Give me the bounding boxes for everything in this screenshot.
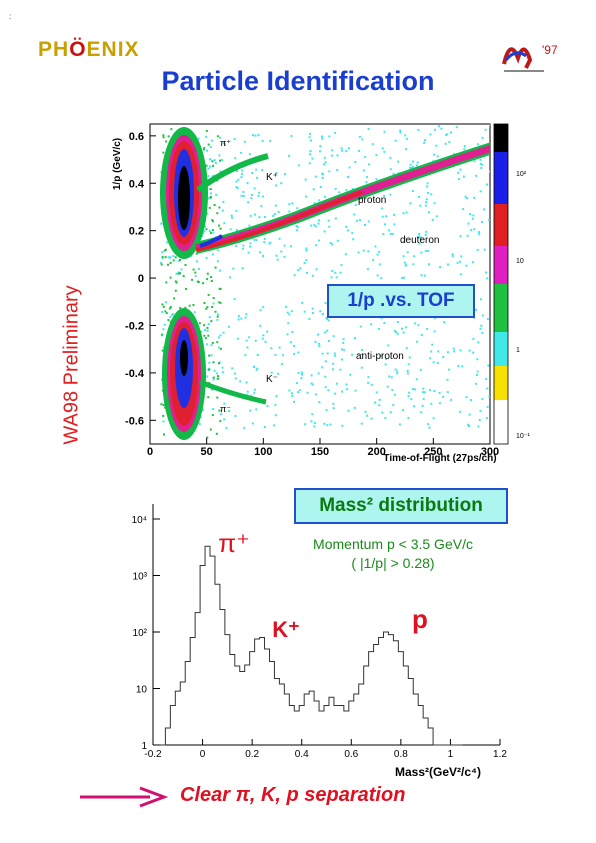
scatter-noise — [160, 124, 490, 440]
mass-squared-chart: 10⁴ 10³ 10² 10 1 -0.2 0 0.2 0.4 0.6 0.8 1 1.2 Mass²… — [132, 504, 507, 779]
x-axis-ticks: -0.2 0 0.2 0.4 0.6 0.8 1 1.2 — [144, 739, 507, 760]
annotation-k-minus: K⁻ — [266, 374, 278, 385]
x-tick-label: 300 — [481, 446, 499, 458]
x-tick-label: 0.4 — [295, 749, 309, 760]
mass-squared-histogram — [160, 545, 463, 746]
y-axis-label: 1/p (GeV/c) — [112, 138, 123, 190]
z-tick: 1 — [516, 347, 520, 354]
y-axis-ticks: 10⁴ 10³ 10² 10 1 — [132, 515, 160, 752]
y-tick-label: 10⁴ — [132, 515, 147, 526]
y-tick-label: 10 — [136, 685, 148, 696]
x-tick-label: 0.8 — [394, 749, 408, 760]
corner-mark: : — [9, 12, 12, 21]
y-axis-ticks: 0.6 0.4 0.2 0 -0.2 -0.4 -0.6 — [125, 131, 156, 427]
z-tick: 10⁻¹ — [516, 433, 530, 440]
annotation-deuteron: deuteron — [400, 235, 439, 246]
x-tick-label: 0.6 — [344, 749, 358, 760]
x-axis-ticks: 0 50 100 150 200 250 300 — [147, 438, 499, 458]
x-tick-label: 1.2 — [493, 749, 507, 760]
conclusion-text: Clear π, K, p separation — [180, 784, 406, 806]
x-tick-label: 100 — [254, 446, 272, 458]
momentum-cut-text-2: ( |1/p| > 0.28) — [351, 555, 435, 571]
y-tick-label: 0.4 — [129, 178, 145, 190]
page-title: Particle Identification — [161, 66, 435, 96]
x-tick-label: 150 — [311, 446, 329, 458]
mass-title-box: Mass² distribution — [294, 488, 508, 524]
svg-text:'97: '97 — [542, 43, 558, 57]
x-tick-label: -0.2 — [144, 749, 162, 760]
quark-matter-logo: '97 — [502, 43, 558, 72]
x-tick-label: 0 — [147, 446, 153, 458]
y-tick-label: 0.6 — [129, 131, 144, 143]
annotation-anti-proton: anti-proton — [356, 351, 404, 362]
x-axis-label: Time-of-Flight (27ps/ch) — [383, 453, 496, 464]
peak-label-pi-plus: π⁺ — [218, 528, 250, 558]
y-tick-label: 0 — [138, 273, 144, 285]
annotation-pi-plus: π⁺ — [220, 138, 231, 148]
x-tick-label: 250 — [424, 446, 442, 458]
x-tick-label: 200 — [367, 446, 385, 458]
peak-label-k-plus: K⁺ — [272, 617, 300, 642]
z-tick: 10² — [516, 171, 527, 178]
y-tick-label: 10² — [133, 628, 148, 639]
heatmap-bands — [160, 127, 490, 440]
annotation-pi-minus: π⁻ — [220, 404, 231, 414]
tof-title-box: 1/p .vs. TOF — [327, 284, 475, 318]
annotation-proton: proton — [358, 195, 386, 206]
color-scale: 10² 10 1 10⁻¹ — [493, 123, 530, 445]
phenix-logo: PHÖENIX — [38, 38, 140, 61]
x-tick-label: 1 — [448, 749, 454, 760]
y-tick-label: -0.4 — [125, 368, 145, 380]
momentum-cut-text: Momentum p < 3.5 GeV/c — [313, 536, 473, 552]
y-tick-label: -0.2 — [125, 320, 144, 332]
right-arrow-icon — [80, 786, 169, 808]
y-tick-label: 1 — [141, 741, 147, 752]
x-tick-label: 50 — [201, 446, 213, 458]
annotation-k-plus: K⁺ — [266, 172, 278, 183]
x-axis-label: Mass²(GeV²/c⁴) — [395, 765, 481, 779]
y-tick-label: 0.2 — [129, 226, 144, 238]
z-tick: 10 — [516, 258, 524, 265]
x-tick-label: 0.2 — [245, 749, 259, 760]
y-tick-label: -0.6 — [125, 415, 144, 427]
tof-heatmap-chart: 0 50 100 150 200 250 300 0.6 0.4 0.2 0 -0.2 -0.4 -0.… — [112, 123, 530, 464]
peak-label-proton: p — [412, 604, 428, 634]
x-tick-label: 0 — [200, 749, 206, 760]
y-tick-label: 10³ — [133, 572, 148, 583]
